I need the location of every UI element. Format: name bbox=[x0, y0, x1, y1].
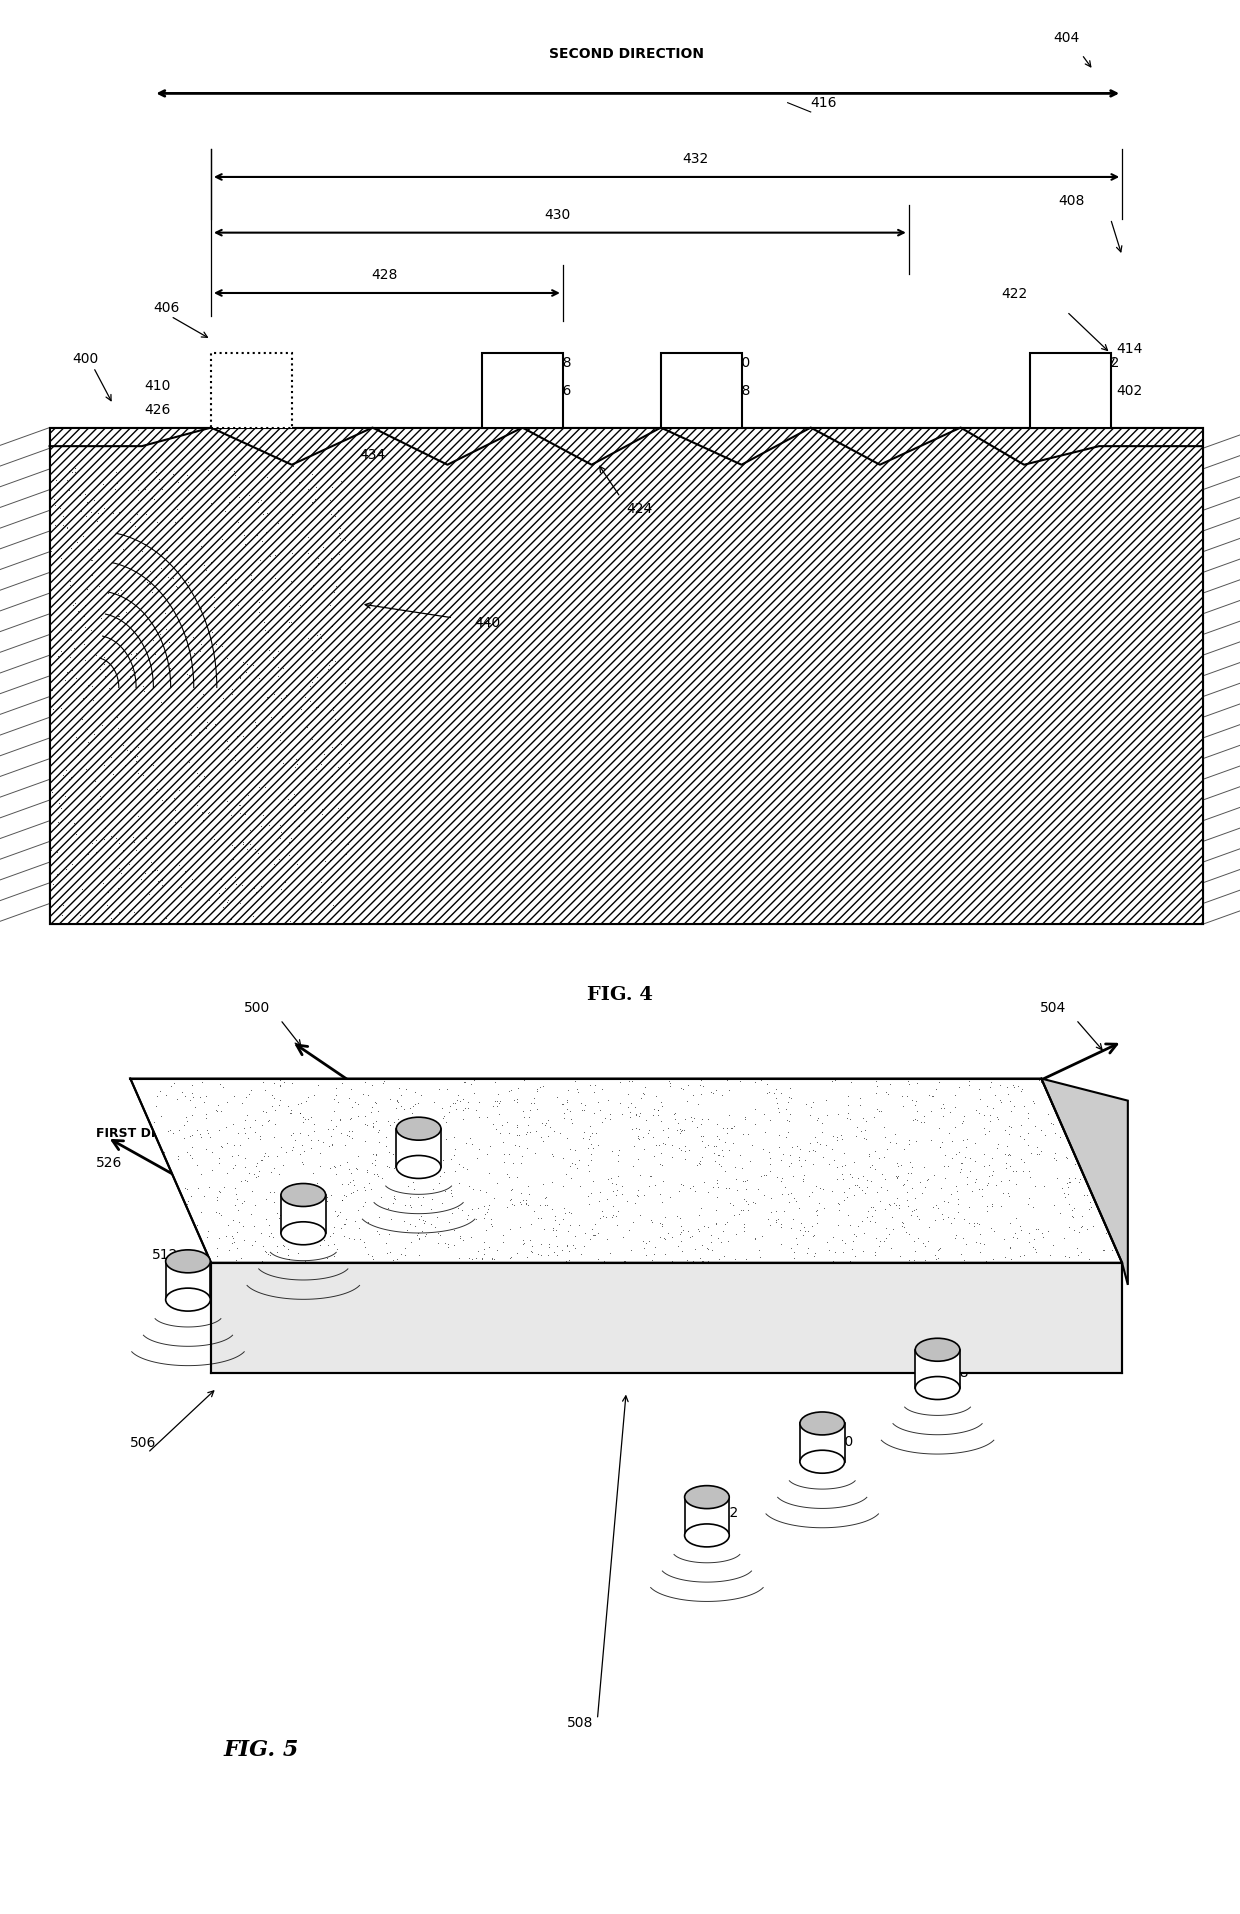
Text: 522: 522 bbox=[713, 1506, 739, 1520]
Text: 516: 516 bbox=[833, 1156, 861, 1169]
Text: 436: 436 bbox=[546, 385, 572, 398]
Text: 438: 438 bbox=[724, 385, 750, 398]
Ellipse shape bbox=[800, 1451, 844, 1474]
Text: 422: 422 bbox=[1001, 287, 1027, 300]
Text: 512: 512 bbox=[151, 1248, 179, 1261]
Text: FIG. 4: FIG. 4 bbox=[587, 986, 653, 1003]
Bar bbox=[50, 427, 1203, 924]
Text: 526: 526 bbox=[95, 1156, 122, 1169]
Text: 400: 400 bbox=[73, 352, 99, 366]
Text: 524: 524 bbox=[707, 1212, 733, 1225]
Text: 504: 504 bbox=[1040, 1001, 1066, 1014]
Bar bbox=[661, 354, 742, 427]
Ellipse shape bbox=[166, 1250, 211, 1273]
Bar bbox=[482, 354, 563, 427]
Text: 406: 406 bbox=[154, 300, 180, 314]
Text: 500: 500 bbox=[244, 1001, 270, 1014]
Ellipse shape bbox=[684, 1524, 729, 1547]
Bar bbox=[1029, 354, 1111, 427]
Text: 404: 404 bbox=[1053, 31, 1079, 46]
Text: 514: 514 bbox=[521, 1277, 547, 1292]
Bar bbox=[281, 1194, 326, 1233]
Ellipse shape bbox=[915, 1338, 960, 1361]
Text: 511: 511 bbox=[273, 1181, 299, 1196]
Text: 434: 434 bbox=[360, 448, 386, 463]
Text: 420: 420 bbox=[724, 356, 750, 369]
Bar bbox=[166, 1261, 211, 1300]
Ellipse shape bbox=[397, 1156, 441, 1179]
Bar bbox=[50, 427, 1203, 924]
Polygon shape bbox=[211, 1263, 1122, 1374]
Text: 414: 414 bbox=[1116, 343, 1143, 356]
Text: 402: 402 bbox=[1116, 385, 1142, 398]
Text: 518: 518 bbox=[944, 1367, 970, 1380]
Ellipse shape bbox=[397, 1118, 441, 1141]
Text: 506: 506 bbox=[130, 1436, 156, 1451]
Text: 410: 410 bbox=[144, 379, 171, 394]
Text: SECOND DIRECTION: SECOND DIRECTION bbox=[765, 1127, 903, 1141]
Text: FIRST DIRECTION: FIRST DIRECTION bbox=[95, 1127, 217, 1141]
Ellipse shape bbox=[281, 1183, 326, 1206]
Bar bbox=[684, 1497, 729, 1535]
Bar bbox=[915, 1349, 960, 1388]
Text: 502: 502 bbox=[1018, 1319, 1044, 1332]
Text: 510: 510 bbox=[382, 1112, 409, 1125]
Text: 424: 424 bbox=[626, 501, 652, 517]
Text: 520: 520 bbox=[828, 1434, 854, 1449]
Ellipse shape bbox=[281, 1221, 326, 1244]
Bar bbox=[800, 1424, 844, 1462]
Text: 412: 412 bbox=[1094, 356, 1120, 369]
Polygon shape bbox=[1042, 1078, 1128, 1284]
Text: 426: 426 bbox=[144, 402, 171, 417]
Text: SECOND DIRECTION: SECOND DIRECTION bbox=[549, 48, 704, 61]
Polygon shape bbox=[130, 1078, 1122, 1263]
Text: 508: 508 bbox=[567, 1717, 593, 1730]
Text: 430: 430 bbox=[544, 209, 570, 222]
Ellipse shape bbox=[684, 1485, 729, 1508]
Text: 432: 432 bbox=[682, 151, 708, 167]
Bar bbox=[397, 1129, 441, 1168]
Bar bbox=[50, 427, 1203, 924]
Ellipse shape bbox=[915, 1376, 960, 1399]
Text: 416: 416 bbox=[811, 96, 837, 111]
Text: 408: 408 bbox=[1059, 193, 1085, 209]
Bar bbox=[211, 354, 291, 427]
Ellipse shape bbox=[800, 1413, 844, 1436]
Text: 418: 418 bbox=[546, 356, 572, 369]
Text: FIG. 5: FIG. 5 bbox=[223, 1740, 299, 1761]
Text: 428: 428 bbox=[371, 268, 397, 281]
Text: 440: 440 bbox=[475, 616, 501, 630]
Ellipse shape bbox=[166, 1288, 211, 1311]
